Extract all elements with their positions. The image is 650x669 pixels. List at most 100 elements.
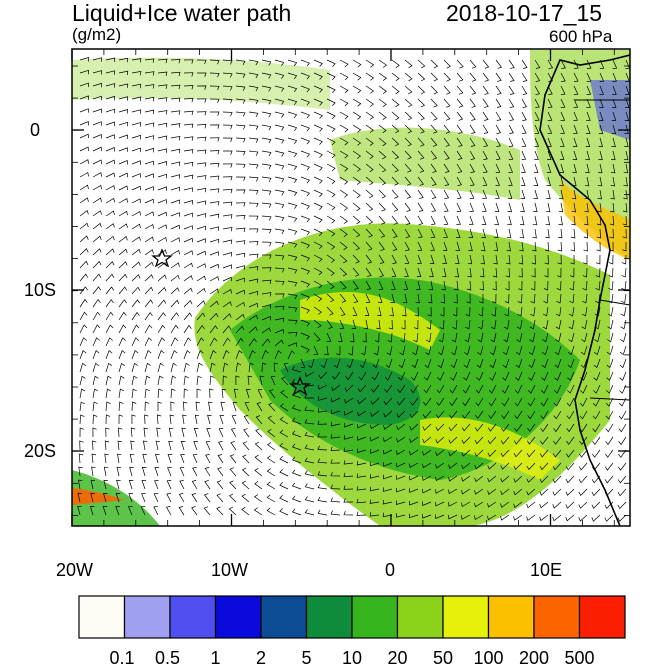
wind-barb bbox=[539, 449, 549, 458]
wind-barb bbox=[339, 72, 349, 81]
wind-barbs bbox=[77, 57, 630, 522]
wind-barb bbox=[179, 480, 185, 490]
wind-barb bbox=[128, 493, 133, 503]
wind-barb bbox=[92, 172, 102, 178]
wind-barb bbox=[248, 241, 259, 246]
wind-barb bbox=[241, 493, 250, 503]
wind-barb bbox=[508, 85, 515, 95]
wind-barb bbox=[357, 436, 367, 441]
wind-barb bbox=[170, 110, 181, 115]
wind-barb bbox=[456, 85, 464, 95]
wind-barb bbox=[426, 319, 432, 330]
wind-barb bbox=[144, 414, 149, 425]
wind-barb bbox=[443, 228, 448, 238]
wind-barb bbox=[487, 488, 497, 495]
wind-barb bbox=[141, 493, 146, 503]
wind-barb bbox=[157, 236, 167, 243]
wind-barb bbox=[478, 319, 484, 330]
wind-barb bbox=[247, 375, 253, 386]
wind-barb bbox=[300, 215, 310, 223]
wind-barb bbox=[196, 238, 206, 243]
wind-barb bbox=[365, 202, 374, 212]
wind-barb bbox=[118, 261, 128, 269]
wind-barb bbox=[131, 160, 141, 165]
datetime-label: 2018-10-17_15 bbox=[446, 0, 603, 26]
wind-barb bbox=[326, 306, 334, 316]
wind-barb bbox=[92, 260, 102, 269]
wind-barb bbox=[235, 375, 240, 386]
wind-barb bbox=[131, 299, 140, 308]
wind-barb bbox=[544, 268, 549, 278]
wind-barb bbox=[491, 306, 497, 317]
wind-barb bbox=[304, 406, 315, 412]
wind-barb bbox=[363, 319, 369, 330]
wind-barb bbox=[317, 396, 328, 401]
colorbar-swatch bbox=[214, 595, 262, 639]
wind-barb bbox=[521, 150, 527, 160]
wind-barb bbox=[516, 319, 523, 330]
wind-barb bbox=[533, 189, 538, 200]
wind-barb bbox=[534, 59, 541, 69]
wind-barb bbox=[261, 350, 269, 360]
wind-barb bbox=[435, 488, 445, 494]
wind-barb bbox=[531, 254, 536, 265]
wind-barb bbox=[326, 72, 336, 80]
wind-barb bbox=[79, 184, 89, 191]
wind-barb bbox=[291, 469, 302, 477]
wind-barb bbox=[191, 506, 198, 516]
wind-barb bbox=[450, 371, 458, 381]
wind-barb bbox=[117, 440, 122, 451]
wind-barb bbox=[105, 146, 115, 152]
wind-barb bbox=[131, 337, 139, 347]
wind-barb bbox=[492, 280, 497, 291]
wind-barb bbox=[266, 455, 276, 464]
wind-barb bbox=[417, 163, 425, 173]
wind-barb bbox=[209, 188, 220, 193]
wind-barb bbox=[235, 215, 246, 220]
wind-barb bbox=[599, 85, 604, 95]
wind-barb bbox=[437, 371, 445, 381]
wind-barb bbox=[131, 185, 141, 191]
wind-barb bbox=[261, 327, 271, 334]
wind-barb bbox=[330, 446, 341, 451]
wind-barb bbox=[209, 72, 220, 78]
wind-barb bbox=[144, 122, 155, 127]
wind-barb bbox=[273, 362, 279, 373]
wind-barb bbox=[599, 59, 605, 69]
wind-barb bbox=[456, 176, 462, 186]
wind-barb bbox=[584, 215, 589, 226]
wind-barb bbox=[543, 293, 549, 304]
wind-barb bbox=[454, 267, 460, 278]
wind-barb bbox=[209, 59, 220, 65]
lon-label-0: 0 bbox=[385, 560, 396, 580]
wind-barb bbox=[404, 98, 413, 108]
wind-barb bbox=[469, 124, 476, 134]
wind-barb bbox=[330, 497, 341, 503]
wind-barb bbox=[404, 163, 412, 173]
colorbar-tick-label: 50 bbox=[433, 648, 454, 668]
cloud-yellow-streak-2 bbox=[420, 417, 560, 480]
wind-barb bbox=[443, 176, 450, 186]
wind-barb bbox=[105, 401, 111, 412]
wind-barb bbox=[532, 228, 537, 239]
wind-barb bbox=[210, 111, 220, 116]
wind-barb bbox=[450, 358, 458, 369]
wind-barb bbox=[131, 134, 141, 140]
wind-barb bbox=[196, 337, 205, 347]
wind-barb bbox=[105, 70, 116, 75]
wind-barb bbox=[317, 471, 328, 477]
wind-barb bbox=[593, 345, 601, 356]
wind-barb bbox=[350, 332, 355, 343]
wind-barb bbox=[144, 223, 154, 230]
colorbar-swatch bbox=[169, 595, 217, 639]
wind-barb bbox=[560, 111, 566, 121]
wind-barb bbox=[90, 479, 96, 490]
wind-barb bbox=[462, 397, 471, 407]
lat-label-0: 0 bbox=[30, 120, 41, 140]
wind-barb bbox=[105, 185, 115, 191]
wind-barb bbox=[165, 506, 172, 516]
wind-barb bbox=[580, 384, 588, 394]
wind-barb bbox=[573, 111, 578, 121]
wind-barb bbox=[560, 59, 566, 69]
wind-barb bbox=[529, 319, 536, 330]
